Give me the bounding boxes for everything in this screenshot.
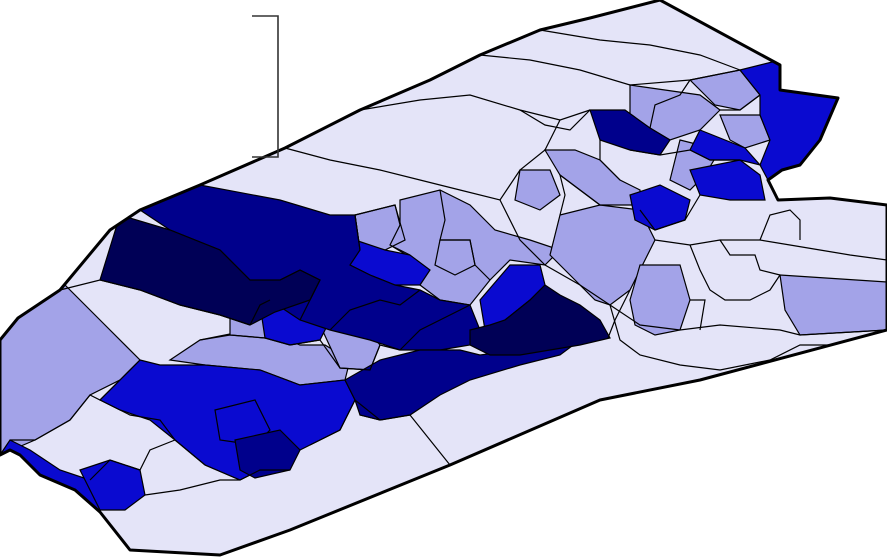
class-4-tracts: [138, 109, 671, 479]
tract: [719, 114, 771, 149]
boundary-line: [689, 244, 781, 301]
boundary-line: [359, 94, 561, 121]
boundary-line: [690, 299, 706, 331]
boundary-line: [719, 239, 781, 276]
class-2-tracts: [0, 69, 887, 456]
tract: [629, 264, 691, 336]
legend-bracket: [252, 15, 279, 158]
boundary-line: [199, 334, 401, 371]
tract: [469, 284, 611, 356]
boundary-line: [249, 299, 271, 326]
tract: [779, 274, 887, 336]
boundary-line: [329, 289, 421, 331]
boundary-line: [279, 269, 321, 321]
tract: [389, 189, 562, 306]
tract: [344, 339, 581, 421]
boundary-line: [607, 289, 631, 339]
boundary-line: [439, 189, 491, 281]
boundary-line: [354, 204, 411, 256]
boundary-line: [759, 209, 801, 241]
boundary-line: [399, 304, 471, 351]
boundary-line: [654, 239, 887, 261]
boundary-line: [559, 173, 601, 216]
boundary-line: [499, 199, 887, 336]
boundary-line: [639, 194, 701, 231]
boundary-line: [59, 279, 251, 326]
boundary-line: [479, 54, 741, 86]
boundary-line: [99, 399, 241, 481]
boundary-line: [284, 109, 591, 201]
boundary-line: [539, 29, 741, 71]
boundary-line: [720, 94, 761, 111]
boundary-line: [599, 140, 621, 181]
boundary-line: [309, 399, 451, 466]
boundary-line: [649, 79, 691, 129]
boundary-line: [144, 469, 290, 496]
tract: [514, 169, 561, 211]
boundary-line: [89, 439, 176, 481]
boundary-line: [629, 149, 740, 161]
boundary-line: [519, 109, 591, 131]
boundary-line: [10, 359, 141, 441]
tract: [589, 109, 671, 156]
